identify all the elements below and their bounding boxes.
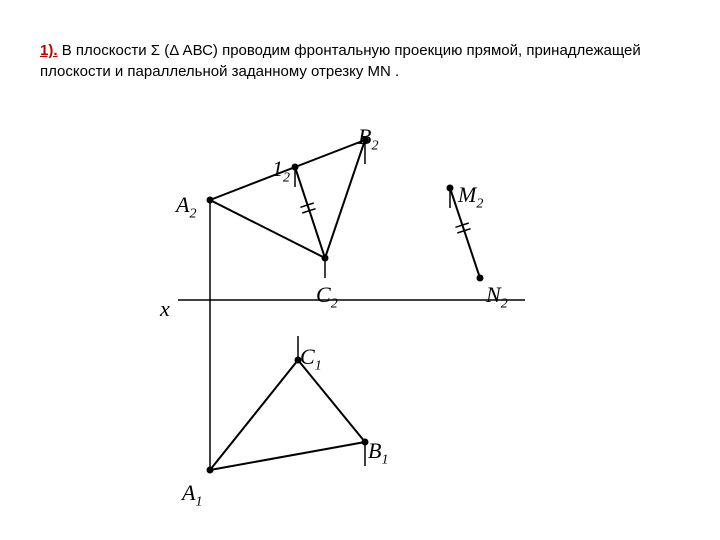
point-label-B2: B2	[358, 124, 378, 154]
text-prefix: В плоскости	[62, 42, 151, 59]
point-label-one2: 12	[272, 156, 290, 186]
point-label-N2: N2	[486, 282, 508, 312]
point-label-M2: M2	[458, 182, 483, 212]
point-label-A1: A1	[182, 480, 202, 510]
geometry-diagram: x A2B2C212M2N2A1B1C1	[170, 110, 570, 530]
sigma: Σ	[151, 42, 160, 59]
step-number: 1).	[40, 42, 58, 59]
point-label-A2: A2	[176, 192, 196, 222]
x-axis-label: x	[160, 296, 170, 322]
instruction-text: 1). В плоскости Σ (Δ АВС) проводим фронт…	[0, 0, 720, 102]
delta: (Δ АВС)	[164, 42, 222, 59]
point-label-C1: C1	[300, 344, 322, 374]
point-label-C2: C2	[316, 282, 338, 312]
point-label-B1: B1	[368, 438, 388, 468]
